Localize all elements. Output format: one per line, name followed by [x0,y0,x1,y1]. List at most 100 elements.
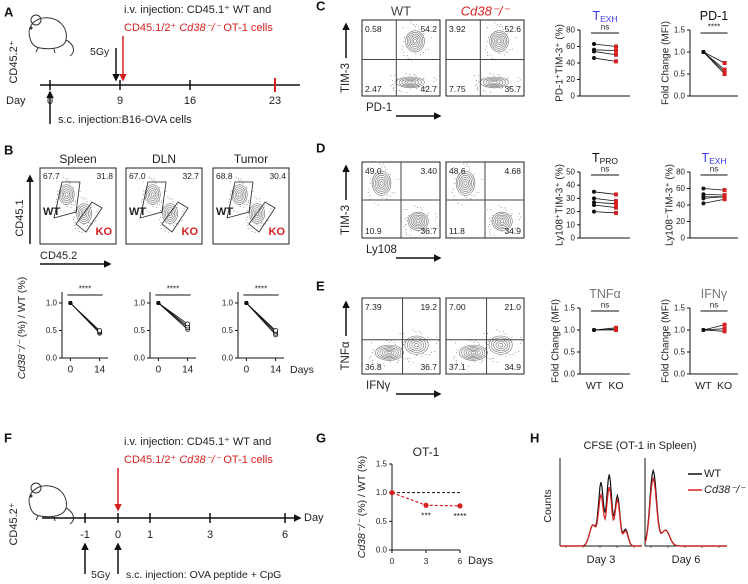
event-dot [453,167,455,169]
event-dot [229,198,231,200]
event-dot [69,183,71,185]
event-dot [413,361,415,363]
event-dot [421,87,423,89]
event-dot [489,72,491,74]
event-dot [159,186,161,188]
event-dot [499,330,501,332]
contour [82,211,86,216]
title-sub: EXH [600,14,617,24]
event-dot [415,330,417,332]
event-dot [95,219,97,221]
contour [411,214,426,228]
series-point [423,502,429,508]
event-dot [416,207,418,209]
contour [80,209,88,218]
event-dot [72,189,74,191]
event-dot [462,364,464,366]
injection-text: s.c. injection:B16-OVA cells [58,114,192,126]
quadrant-value: 34.9 [504,226,521,236]
event-dot [402,45,404,47]
significance: **** [708,23,720,32]
event-dot [476,88,478,90]
y-tick-label: 0.5 [674,70,686,79]
quadrant-value: 54.2 [420,24,437,34]
event-dot [405,234,407,236]
event-dot [391,192,393,194]
event-dot [65,203,67,205]
event-dot [228,201,230,203]
gate-label-wt: WT [216,206,233,218]
event-dot [241,180,243,182]
event-dot [521,340,523,342]
event-dot [427,212,429,214]
event-dot [167,196,169,198]
event-dot [376,348,378,350]
event-dot [384,166,386,168]
event-dot [393,89,395,91]
contour [252,207,262,220]
event-dot [229,181,231,183]
event-dot [454,355,456,357]
y-axis-label: TNFα [340,341,352,370]
event-dot [490,358,492,360]
chart-title: CFSE (OT-1 in Spleen) [583,440,696,452]
quadrant-value: 7.00 [449,302,466,312]
pair-line [703,196,725,199]
x-axis-label: CD45.2 [40,250,77,262]
event-dot [500,354,502,356]
ko-point [614,199,618,204]
wt-point [701,196,706,201]
event-dot [487,51,489,53]
panel-label: F [4,431,12,446]
x-tick-label: 14 [94,365,106,376]
contour [234,188,245,201]
x-axis-label: IFNγ [366,380,391,392]
event-dot [466,163,468,165]
y-tick-label: 40 [676,201,685,210]
event-dot [475,340,477,342]
event-dot [161,212,163,214]
y-tick-label: 30 [566,194,575,203]
event-dot [406,55,408,57]
event-dot [474,182,476,184]
event-dot [389,75,391,77]
event-dot [165,190,167,192]
event-dot [159,194,161,196]
event-dot [73,204,75,206]
contour [253,209,261,218]
event-dot [435,342,437,344]
ko-point [722,329,727,334]
event-dot [490,220,492,222]
event-dot [505,87,507,89]
contour [412,216,424,227]
y-tick-label: 0.5 [564,348,576,357]
event-dot [247,221,249,223]
y-tick-label: 1.5 [674,26,686,35]
label-part: CD45.1/2⁺ [124,22,179,34]
event-dot [78,230,80,232]
event-dot [505,355,507,357]
ko-point [722,61,727,65]
label-part: (%) / WT (%) [356,456,368,519]
event-dot [160,202,162,204]
label-part: Cd38⁻/⁻ [179,22,221,34]
event-dot [484,350,486,352]
y-tick-label: 40 [566,59,575,68]
event-dot [368,357,370,359]
label-part: Cd38⁻/⁻ [356,518,368,559]
wt-point [592,203,596,207]
panel-label: G [316,431,326,446]
y-tick-label: 0 [681,234,686,243]
chart-title: TPRO [592,151,618,166]
y-axis-label: Ly108⁻TIM-3⁺ (%) [665,164,676,246]
event-dot [451,191,453,193]
event-dot [471,359,473,361]
contour [386,351,392,355]
event-dot [373,175,375,177]
event-dot [499,237,501,239]
event-dot [509,230,511,232]
group-title: Cd38⁻/⁻ [461,4,511,19]
y-tick-label: 1.0 [674,326,686,335]
event-dot [247,202,249,204]
contour [497,39,501,44]
